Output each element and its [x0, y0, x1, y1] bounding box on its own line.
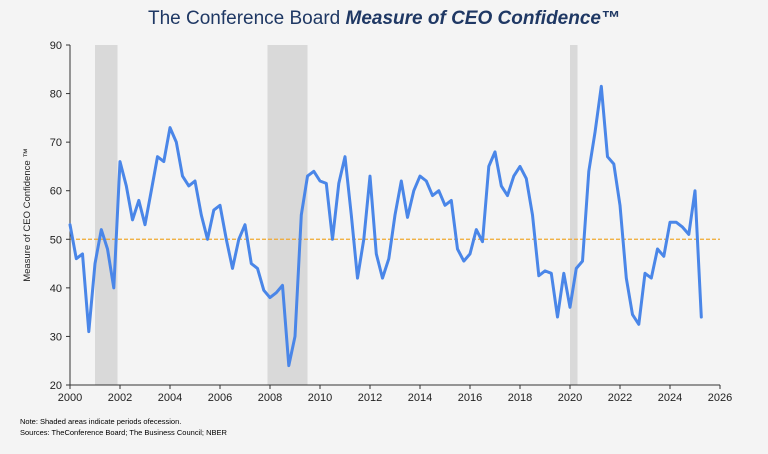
- x-tick-label-2024: 2024: [658, 392, 682, 404]
- series-group: [68, 84, 703, 368]
- x-tick-label-2002: 2002: [108, 392, 132, 404]
- recession-band-0: [95, 45, 118, 385]
- y-tick-label-20: 20: [50, 380, 62, 392]
- axes: 20 30 40 50 60 70 80 90 2000 2002 2004 2006 2008 2010…: [50, 40, 732, 404]
- x-tick-label-2004: 2004: [158, 392, 182, 404]
- x-tick-label-2022: 2022: [608, 392, 632, 404]
- recession-band-2: [570, 45, 578, 385]
- y-tick-label-80: 80: [50, 89, 62, 101]
- series-line-0: [68, 84, 703, 368]
- note-recession: Note: Shaded areas indicate periods ofec…: [20, 417, 182, 426]
- x-tick-label-2012: 2012: [358, 392, 382, 404]
- x-tick-label-2006: 2006: [208, 392, 232, 404]
- y-tick-label-90: 90: [50, 40, 62, 52]
- x-tick-label-2008: 2008: [258, 392, 282, 404]
- x-tick-label-2010: 2010: [308, 392, 332, 404]
- y-tick-label-50: 50: [50, 234, 62, 246]
- note-sources: Sources: TheConference Board; The Busine…: [20, 428, 227, 437]
- x-tick-label-2020: 2020: [558, 392, 582, 404]
- recession-bands: [95, 45, 578, 385]
- x-tick-label-2000: 2000: [58, 392, 82, 404]
- y-tick-label-30: 30: [50, 331, 62, 343]
- x-tick-label-2016: 2016: [458, 392, 482, 404]
- x-tick-label-2026: 2026: [708, 392, 732, 404]
- y-axis-label: Measure of CEO Confidence ™: [22, 148, 33, 282]
- x-tick-label-2018: 2018: [508, 392, 532, 404]
- y-tick-label-60: 60: [50, 186, 62, 198]
- chart-title-plain: The Conference Board: [147, 8, 346, 29]
- x-tick-label-2014: 2014: [408, 392, 432, 404]
- y-tick-label-70: 70: [50, 137, 62, 149]
- y-tick-label-40: 40: [50, 283, 62, 295]
- chart-title: The Conference Board Measure of CEO Conf…: [0, 8, 768, 30]
- chart-title-emphasis: Measure of CEO Confidence™: [345, 8, 621, 29]
